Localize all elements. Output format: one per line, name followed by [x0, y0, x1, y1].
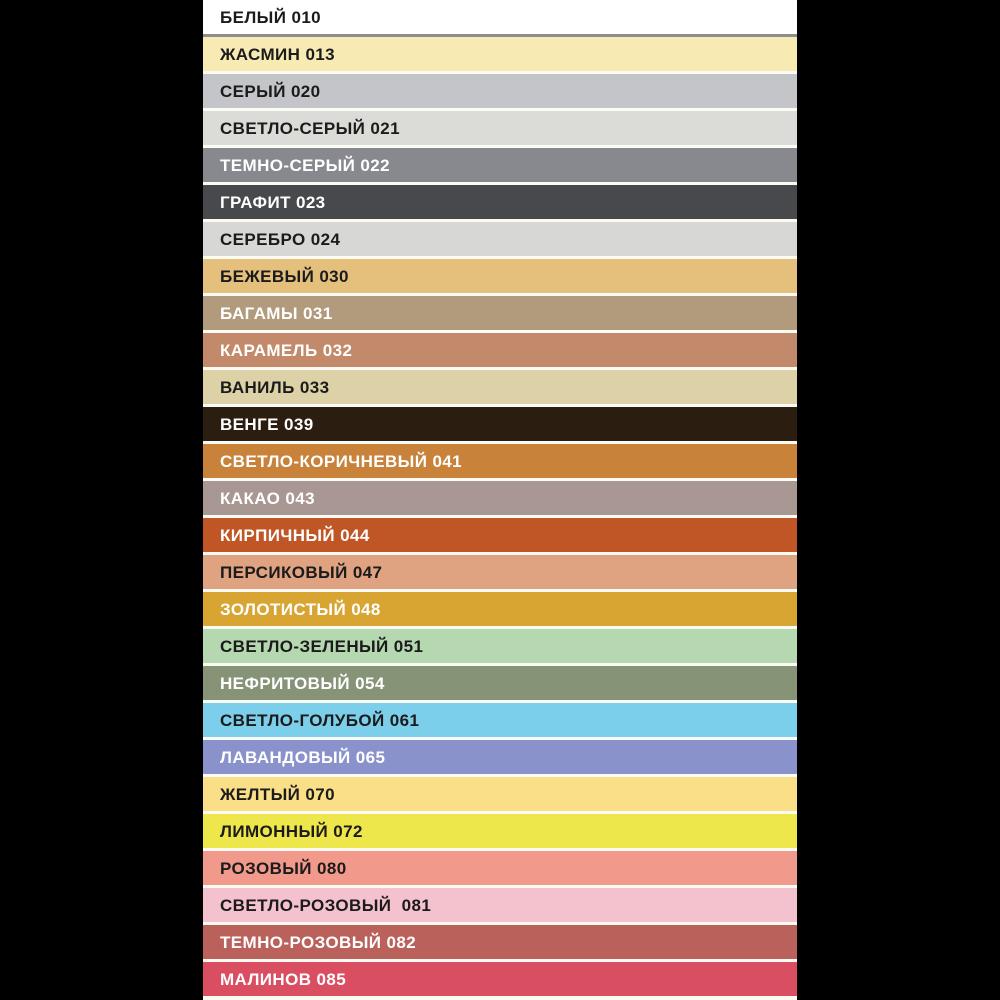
color-swatch-row: ПЕРСИКОВЫЙ 047 — [203, 555, 797, 589]
color-swatch-row: СВЕТЛО-СЕРЫЙ 021 — [203, 111, 797, 145]
swatch-label: БАГАМЫ 031 — [220, 303, 333, 323]
swatch-label: ЖЕЛТЫЙ 070 — [220, 784, 335, 804]
color-swatch-row: СВЕТЛО-РОЗОВЫЙ 081 — [203, 888, 797, 922]
swatch-label: ВЕНГЕ 039 — [220, 414, 314, 434]
swatch-label: РОЗОВЫЙ 080 — [220, 858, 347, 878]
swatch-label: ВАНИЛЬ 033 — [220, 377, 330, 397]
color-swatch-row: ГРАФИТ 023 — [203, 185, 797, 219]
color-swatch-row: НЕФРИТОВЫЙ 054 — [203, 666, 797, 700]
swatch-label: БЕЖЕВЫЙ 030 — [220, 266, 349, 286]
swatch-label: СВЕТЛО-ЗЕЛЕНЫЙ 051 — [220, 636, 424, 656]
color-swatch-row: СВЕТЛО-КОРИЧНЕВЫЙ 041 — [203, 444, 797, 478]
color-swatch-row: РОЗОВЫЙ 080 — [203, 851, 797, 885]
swatch-label: СЕРЕБРО 024 — [220, 229, 341, 249]
swatch-label: ЗОЛОТИСТЫЙ 048 — [220, 599, 381, 619]
color-swatch-row: ВЕНГЕ 039 — [203, 407, 797, 441]
color-swatch-row: СВЕТЛО-ЗЕЛЕНЫЙ 051 — [203, 629, 797, 663]
swatch-label: ГРАФИТ 023 — [220, 192, 326, 212]
color-swatch-row: ЗОЛОТИСТЫЙ 048 — [203, 592, 797, 626]
swatch-label: КАРАМЕЛЬ 032 — [220, 340, 353, 360]
color-swatch-row: БЕЖЕВЫЙ 030 — [203, 259, 797, 293]
color-swatch-row: ВАНИЛЬ 033 — [203, 370, 797, 404]
color-swatch-row: СЕРЕБРО 024 — [203, 222, 797, 256]
swatch-label: ЛАВАНДОВЫЙ 065 — [220, 747, 386, 767]
color-swatch-row: ЖАСМИН 013 — [203, 37, 797, 71]
swatch-label: КИРПИЧНЫЙ 044 — [220, 525, 370, 545]
color-swatch-row: КАКАО 043 — [203, 481, 797, 515]
swatch-label: КАКАО 043 — [220, 488, 315, 508]
swatch-label: СВЕТЛО-РОЗОВЫЙ 081 — [220, 895, 432, 915]
swatch-label: ТЕМНО-РОЗОВЫЙ 082 — [220, 932, 417, 952]
swatch-label: ПЕРСИКОВЫЙ 047 — [220, 562, 383, 582]
color-swatch-row: ЖЕЛТЫЙ 070 — [203, 777, 797, 811]
swatch-label: ЖАСМИН 013 — [220, 44, 336, 64]
color-swatch-row: КАРАМЕЛЬ 032 — [203, 333, 797, 367]
swatch-label: НЕФРИТОВЫЙ 054 — [220, 673, 385, 693]
swatch-label: СВЕТЛО-СЕРЫЙ 021 — [220, 118, 400, 138]
swatch-label: БЕЛЫЙ 010 — [220, 7, 322, 27]
color-swatch-row: ТЕМНО-РОЗОВЫЙ 082 — [203, 925, 797, 959]
swatch-label: СВЕТЛО-ГОЛУБОЙ 061 — [220, 710, 420, 730]
color-swatch-row: ЛИМОННЫЙ 072 — [203, 814, 797, 848]
color-swatch-row: ЛАВАНДОВЫЙ 065 — [203, 740, 797, 774]
swatch-label: ЛИМОННЫЙ 072 — [220, 821, 363, 841]
color-swatch-row: БАГАМЫ 031 — [203, 296, 797, 330]
color-swatch-row: СЕРЫЙ 020 — [203, 74, 797, 108]
color-swatch-row: БЕЛЫЙ 010 — [203, 0, 797, 37]
swatch-label: МАЛИНОВ 085 — [220, 969, 347, 989]
color-swatch-row: ТЕМНО-СЕРЫЙ 022 — [203, 148, 797, 182]
swatch-label: ТЕМНО-СЕРЫЙ 022 — [220, 155, 390, 175]
color-palette: БЕЛЫЙ 010 ЖАСМИН 013 СЕРЫЙ 020 СВЕТЛО-СЕ… — [203, 0, 797, 1000]
color-swatch-row: МАЛИНОВ 085 — [203, 962, 797, 996]
color-swatch-row: СВЕТЛО-ГОЛУБОЙ 061 — [203, 703, 797, 737]
color-swatch-row: КИРПИЧНЫЙ 044 — [203, 518, 797, 552]
swatch-label: СЕРЫЙ 020 — [220, 81, 321, 101]
swatch-label: СВЕТЛО-КОРИЧНЕВЫЙ 041 — [220, 451, 463, 471]
